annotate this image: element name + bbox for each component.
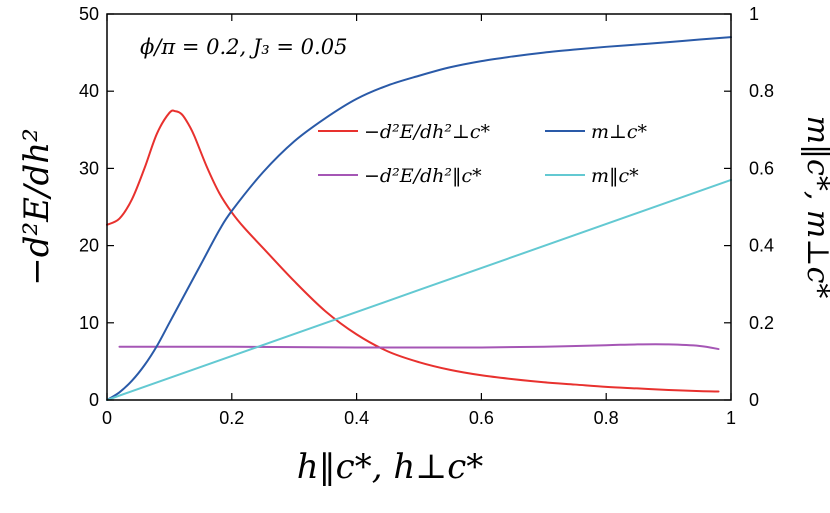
y-tick-label: 0 bbox=[89, 390, 99, 410]
legend-label-par-mag: m‖c* bbox=[591, 165, 639, 187]
y2-tick-label: 0.8 bbox=[749, 81, 774, 101]
plot-frame bbox=[106, 13, 732, 401]
x-axis-title: h‖c*, h⊥c* bbox=[297, 447, 483, 487]
y-tick-label: 50 bbox=[79, 4, 99, 24]
x-tick-label: 0.8 bbox=[594, 408, 619, 428]
x-tick-label: 0 bbox=[102, 408, 112, 428]
parameter-annotation: ϕ/π = 0.2, J₃ = 0.05 bbox=[140, 35, 347, 59]
series-perp-mag bbox=[106, 36, 732, 401]
x-tick-label: 0.2 bbox=[219, 408, 244, 428]
y-axis-title: −d²E/dh² bbox=[17, 128, 57, 285]
y2-tick-label: 0.4 bbox=[749, 236, 774, 256]
series-layer bbox=[106, 36, 732, 401]
series-par-mag bbox=[106, 178, 732, 401]
y2-tick-label: 0.2 bbox=[749, 313, 774, 333]
legend-label-perp-deriv: −d²E/dh²⊥c* bbox=[364, 121, 490, 143]
legend-label-par-deriv: −d²E/dh²‖c* bbox=[364, 165, 482, 187]
x-tick-label: 0.6 bbox=[469, 408, 494, 428]
y-tick-label: 30 bbox=[79, 158, 99, 178]
series-par-deriv bbox=[118, 343, 720, 351]
legend-label-perp-mag: m⊥c* bbox=[591, 121, 648, 143]
series-perp-deriv bbox=[106, 109, 720, 393]
y-tick-label: 40 bbox=[79, 81, 99, 101]
y2-tick-label: 1 bbox=[749, 4, 759, 24]
y-tick-label: 20 bbox=[79, 236, 99, 256]
y2-tick-label: 0.6 bbox=[749, 158, 774, 178]
x-tick-label: 0.4 bbox=[344, 408, 369, 428]
y-tick-label: 10 bbox=[79, 313, 99, 333]
y2-tick-label: 0 bbox=[749, 390, 759, 410]
y2-axis-title: m‖c*, m⊥c* bbox=[800, 116, 830, 299]
legend: −d²E/dh²⊥c* −d²E/dh²‖c* m⊥c* m‖c* bbox=[318, 121, 648, 187]
x-tick-label: 1 bbox=[726, 408, 736, 428]
